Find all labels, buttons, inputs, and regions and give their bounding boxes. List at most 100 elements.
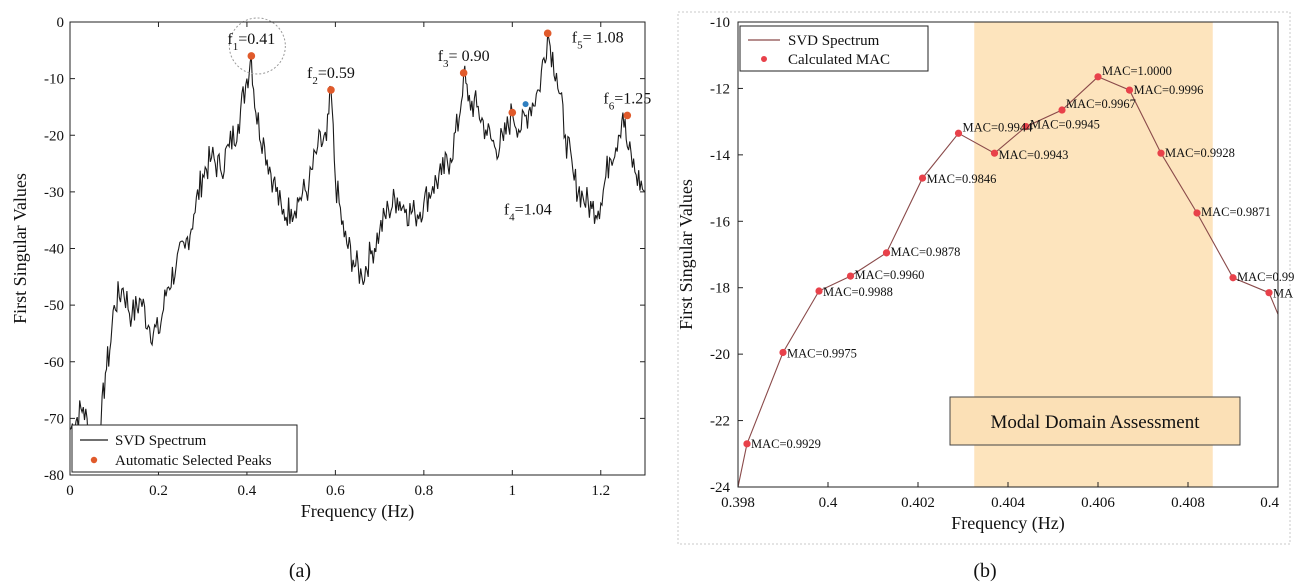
chart-b-y-ticks: -10 -12 -14 -16 -18 -20 -22 -24	[710, 15, 743, 496]
chart-b-x-tick-label: 0.4	[819, 495, 838, 511]
chart-b-caption: (b)	[973, 560, 996, 582]
chart-a-y-ticks: 0 -10 -20 -30 -40 -50 -60 -70 -80	[44, 15, 645, 484]
series-line-svd-spectrum-b	[737, 76, 1279, 488]
peak-marker	[459, 69, 468, 77]
chart-b-mac-labels: MAC=0.9929 MAC=0.9975 MAC=0.9988 MAC=0.9960…	[751, 64, 1294, 451]
mac-marker	[918, 174, 927, 182]
legend-swatch-selected-peaks	[90, 456, 98, 464]
mac-label: MAC=0.9846	[927, 172, 997, 186]
peak-label-f2: f2=0.59	[307, 65, 355, 87]
chart-a-y-tick-label: -10	[44, 72, 64, 88]
peak-marker-secondary	[522, 101, 529, 108]
mac-marker	[1058, 106, 1066, 114]
peak-marker	[327, 86, 335, 94]
chart-a-x-tick-label: 0.8	[414, 483, 433, 499]
mac-label: MAC=0.9944	[963, 120, 1034, 134]
chart-b-dotted-frame	[677, 11, 1291, 545]
mac-label: MAC=0.9945	[1030, 118, 1100, 132]
chart-b-y-axis-label: First Singular Values	[676, 179, 696, 330]
peak-label-f5: f5= 1.08	[572, 29, 624, 51]
peak-marker	[623, 111, 632, 120]
mac-marker	[815, 287, 823, 295]
mac-marker	[1193, 209, 1201, 217]
chart-b-legend: SVD Spectrum Calculated MAC	[739, 25, 929, 72]
mac-label: MAC=0.9871	[1201, 205, 1271, 219]
chart-a-series	[69, 33, 646, 452]
chart-b-axes-box	[737, 21, 1279, 488]
chart-a-legend: SVD Spectrum Automatic Selected Peaks	[71, 424, 298, 473]
chart-b-x-tick-label: 0.408	[1171, 495, 1205, 511]
mac-marker	[954, 129, 963, 137]
mac-marker	[846, 272, 855, 280]
peak-marker	[508, 108, 517, 117]
chart-a: 0 -10 -20 -30 -40 -50 -60 -70 -80 0 0.2 0.4 0.6 0.8 1…	[10, 15, 651, 582]
chart-b-y-tick-label: -22	[710, 414, 730, 430]
chart-a-x-ticks: 0 0.2 0.4 0.6 0.8 1 1.2	[66, 22, 610, 499]
peak-label-f3: f3= 0.90	[438, 48, 490, 70]
modal-domain-label-box	[949, 396, 1241, 446]
chart-b-y-tick-label: -20	[710, 347, 730, 363]
chart-b-x-ticks: 0.398 0.4 0.402 0.404 0.406 0.408 0.4	[721, 482, 1280, 511]
mac-marker	[1094, 73, 1102, 81]
legend-label-calculated-mac: Calculated MAC	[788, 52, 890, 68]
chart-a-caption: (a)	[289, 560, 311, 582]
chart-a-peak-labels: f1=0.41 f2=0.59 f3= 0.90 f4=1.04 f5= 1.08 f6=…	[227, 29, 651, 223]
chart-a-y-tick-label: 0	[57, 15, 65, 31]
chart-b-y-tick-label: -10	[710, 15, 730, 31]
mac-marker	[1125, 86, 1134, 94]
chart-b: -10 -12 -14 -16 -18 -20 -22 -24 0.398 0.4 0.402 0.…	[676, 11, 1294, 582]
chart-a-y-tick-label: -40	[44, 242, 64, 258]
chart-a-x-tick-label: 0.6	[326, 483, 345, 499]
chart-a-peak-markers	[247, 29, 632, 120]
chart-b-y-tick-label: -24	[710, 480, 730, 496]
chart-b-y-tick-label: -12	[710, 81, 730, 97]
chart-b-x-axis-label: Frequency (Hz)	[951, 513, 1064, 534]
mac-marker	[1157, 149, 1165, 157]
mac-label: MAC=0.9943	[999, 148, 1069, 162]
chart-a-x-tick-label: 1.2	[591, 483, 610, 499]
chart-a-legend-box	[71, 424, 298, 473]
chart-a-x-tick-label: 0.4	[238, 483, 257, 499]
mac-label: MAC=0.9988	[823, 285, 893, 299]
modal-domain-label: Modal Domain Assessment	[991, 412, 1201, 433]
chart-b-legend-box	[739, 25, 929, 72]
peak-marker	[247, 52, 256, 60]
chart-a-y-tick-label: -50	[44, 298, 64, 314]
chart-b-y-tick-label: -18	[710, 281, 730, 297]
mac-label: MAC=0.9928	[1165, 146, 1235, 160]
chart-b-y-tick-label: -16	[710, 214, 730, 230]
peak-label-f1: f1=0.41	[227, 31, 275, 53]
chart-a-x-tick-label: 1	[509, 483, 517, 499]
mac-label: MAC=0.99	[1237, 270, 1294, 284]
peak-marker	[543, 29, 552, 38]
chart-a-x-axis-label: Frequency (Hz)	[301, 501, 414, 522]
mac-label: MAC=1.0000	[1102, 64, 1172, 78]
chart-b-x-tick-label: 0.402	[901, 495, 935, 511]
mac-label: MA	[1273, 287, 1293, 301]
chart-b-y-tick-label: -14	[710, 148, 730, 164]
chart-a-x-tick-label: 0.2	[149, 483, 168, 499]
chart-a-y-tick-label: -70	[44, 411, 64, 427]
mac-label: MAC=0.9996	[1134, 83, 1204, 97]
mac-label: MAC=0.9975	[787, 346, 857, 360]
mac-marker	[779, 348, 787, 357]
chart-a-y-tick-label: -20	[44, 128, 64, 144]
mac-marker	[743, 440, 751, 448]
chart-b-mac-markers	[743, 73, 1273, 448]
chart-a-x-tick-label: 0	[66, 483, 74, 499]
chart-b-x-tick-label: 0.398	[721, 495, 755, 511]
mac-label: MAC=0.9929	[751, 437, 821, 451]
peak-label-f4: f4=1.04	[504, 202, 552, 224]
chart-b-series	[737, 76, 1279, 488]
series-line-svd-spectrum	[69, 33, 646, 452]
chart-b-x-tick-label: 0.4	[1260, 495, 1279, 511]
legend-label-svd-spectrum-b: SVD Spectrum	[788, 33, 880, 49]
chart-b-x-tick-label: 0.406	[1081, 495, 1115, 511]
peak-f1-highlight-circle	[228, 17, 286, 75]
chart-a-axes-box	[69, 21, 646, 476]
chart-a-y-axis-label: First Singular Values	[10, 173, 30, 324]
legend-label-selected-peaks: Automatic Selected Peaks	[115, 453, 272, 469]
mac-marker	[882, 249, 891, 257]
chart-a-y-tick-label: -60	[44, 355, 64, 371]
